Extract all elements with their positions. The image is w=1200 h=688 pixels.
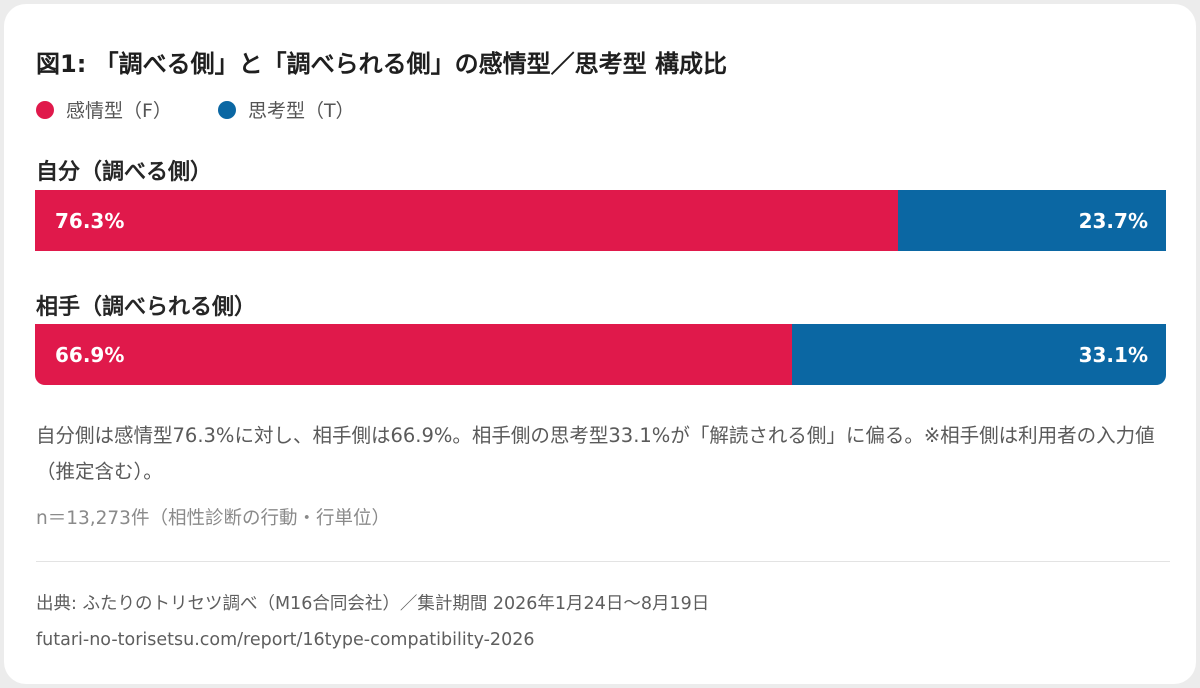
source-credit: 出典: ふたりのトリセツ調べ（M16合同会社）／集計期間 2026年1月24日～… bbox=[36, 594, 710, 614]
legend-item-thinking: 思考型（T） bbox=[217, 96, 355, 123]
bar-segment-self-feeling: 76.3% bbox=[35, 190, 898, 251]
data-label-self-feeling: 76.3% bbox=[55, 208, 125, 233]
bar-self: 76.3% 23.7% bbox=[35, 190, 1166, 251]
source-url: futari-no-torisetsu.com/report/16type-co… bbox=[36, 630, 535, 650]
legend-dot-thinking bbox=[217, 100, 236, 119]
bar-segment-self-thinking: 23.7% bbox=[897, 190, 1166, 251]
data-label-self-thinking: 23.7% bbox=[1078, 208, 1148, 233]
legend-label-feeling: 感情型（F） bbox=[66, 100, 172, 122]
legend-item-feeling: 感情型（F） bbox=[36, 96, 172, 123]
divider bbox=[36, 561, 1170, 562]
category-label-self: 自分（調べる側） bbox=[36, 160, 213, 185]
sample-size: n＝13,273件（相性診断の行動・行単位） bbox=[36, 508, 390, 529]
category-label-partner: 相手（調べられる側） bbox=[36, 295, 257, 320]
legend-dot-feeling bbox=[36, 100, 54, 119]
chart-title: 図1: 「調べる側」と「調べられる側」の感情型／思考型 構成比 bbox=[36, 50, 728, 78]
chart-note: 自分側は感情型76.3%に対し、相手側は66.9%。相手側の思考型33.1%が「… bbox=[36, 424, 1155, 483]
bar-partner: 66.9% 33.1% bbox=[35, 324, 1166, 385]
bar-segment-partner-feeling: 66.9% bbox=[35, 324, 792, 385]
data-label-partner-feeling: 66.9% bbox=[55, 342, 125, 367]
legend: 感情型（F） 思考型（T） bbox=[36, 96, 401, 123]
data-label-partner-thinking: 33.1% bbox=[1078, 342, 1148, 367]
bar-segment-partner-thinking: 33.1% bbox=[791, 324, 1166, 385]
legend-label-thinking: 思考型（T） bbox=[247, 100, 355, 122]
chart-card: 図1: 「調べる側」と「調べられる側」の感情型／思考型 構成比 感情型（F） 思… bbox=[4, 4, 1196, 684]
